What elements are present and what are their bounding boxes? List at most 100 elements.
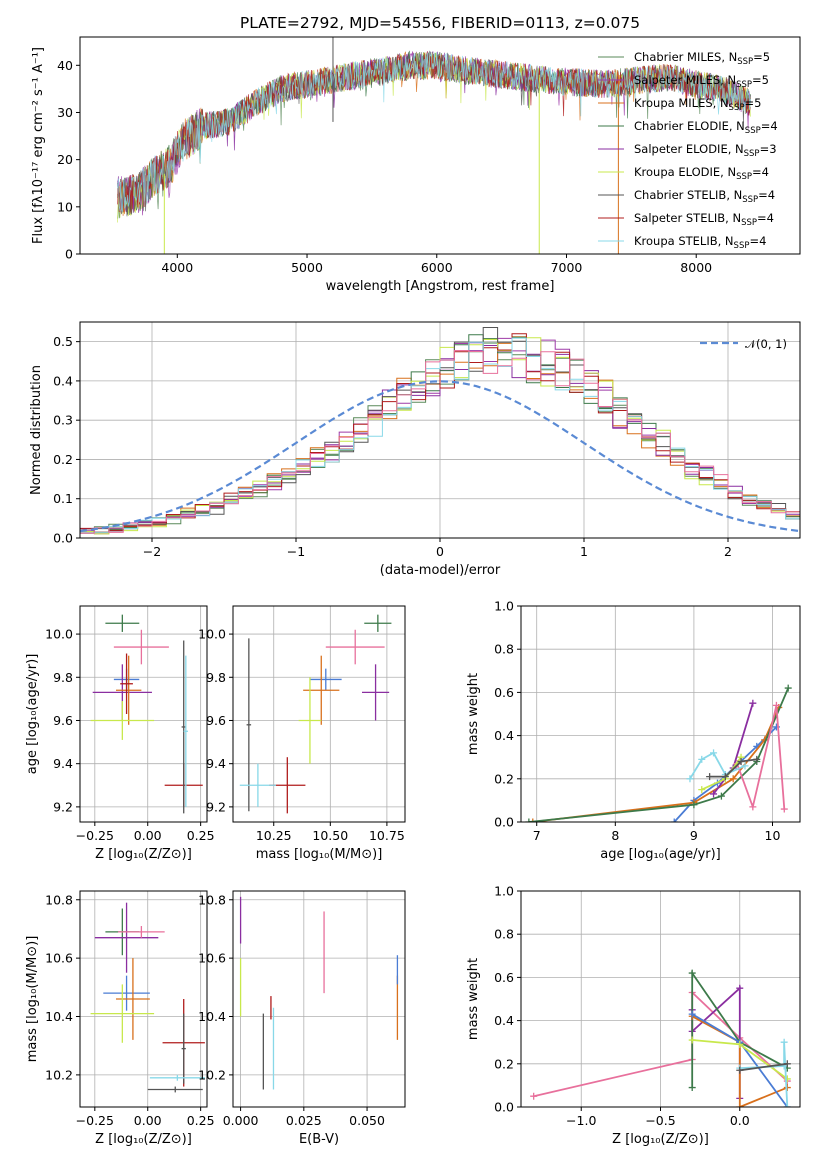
legend-entry-label: Chabrier MILES, N [634,50,737,64]
y-tick-label: 9.8 [53,670,73,685]
y-tick-label: 9.4 [206,756,226,771]
y-axis-label: mass weight [466,958,481,1040]
residual-histogram [80,336,800,538]
x-tick-label: 0.00 [134,1113,162,1128]
mass-vs-metallicity-panel: −0.25 0.00 0.25 10.2 10.4 10.6 10.8 Z [log₁₀(Z/… [25,890,215,1147]
errorbar-point [183,655,188,807]
errorbar-point [362,664,390,721]
x-axis-label: Z [log₁₀(Z/Z⊙)] [95,847,192,862]
age-vs-metallicity-panel: −0.25 0.00 0.25 9.2 9.4 9.6 9.8 10.0 Z [log₁₀(Z/… [25,605,215,862]
legend-entry-sub: SSP [729,103,745,113]
x-tick-label: −1 [287,544,305,559]
x-tick-label: 7000 [551,260,583,275]
x-tick-label: 8 [611,828,619,843]
gaussian-curve [80,380,800,533]
weight-marker [783,1103,791,1107]
x-tick-label: −1.0 [566,1113,596,1128]
weight-marker [688,1084,696,1092]
errorbar-point [103,975,150,1011]
plot-area [525,684,792,822]
y-tick-label: 0.0 [494,1100,514,1115]
weight-marker [721,773,729,781]
legend-entry-label: Chabrier ELODIE, N [634,119,745,133]
plot-area [90,614,203,814]
y-tick-label: 0.6 [494,970,514,985]
weight-marker [698,755,706,763]
y-tick-label: 9.6 [53,713,73,728]
errorbar-point [118,926,165,938]
weight-marker [710,790,718,798]
legend-entry: Chabrier STELIB, NSSP=4 [634,188,775,205]
weight-line [532,707,780,822]
legend-entry-suffix: =4 [757,211,774,225]
x-tick-label: 6000 [421,260,453,275]
y-tick-label: 40 [57,58,73,73]
errorbar-point [147,1086,203,1093]
y-tick-label: 0.8 [494,927,514,942]
errorbar-point [239,763,276,807]
legend-entry: Salpeter MILES, NSSP=5 [634,73,769,90]
y-tick-label: 10.0 [45,627,73,642]
weight-marker [688,1010,696,1018]
errorbar-point [246,638,252,812]
x-tick-label: 9 [690,828,698,843]
y-tick-label: 1.0 [494,599,514,614]
plot-area [530,969,791,1107]
y-axis-label: mass [log₁₀(M/M⊙)] [25,936,40,1063]
y-tick-label: 0.2 [53,452,73,467]
y-tick-label: 0.8 [494,642,514,657]
weight-marker [525,818,533,822]
residual-histogram [80,327,800,538]
weight-marker [710,749,718,757]
residuals-panel: −2 −1 0 1 2 0.0 0.1 0.2 0.3 0.4 0.5 (data-model)/er… [29,321,801,578]
weight-marker [736,1066,744,1074]
y-tick-label: 9.8 [206,670,226,685]
y-tick-label: 0.5 [53,334,73,349]
weight-marker [688,969,696,977]
errorbar-point [115,655,142,725]
weight-marker [736,984,744,992]
weight-vs-age-panel: 7 8 9 10 0.0 0.2 0.4 0.6 0.8 1.0 age [log₁₀(age/yr… [466,599,801,862]
y-tick-label: 10.8 [198,892,226,907]
errorbar-point [298,677,322,764]
x-tick-label: −2 [143,544,161,559]
x-tick-label: 10.75 [369,828,405,843]
axes-frame [232,605,406,823]
x-axis-label: E(B-V) [299,1132,339,1147]
legend-entry-sub: SSP [741,218,757,228]
legend-entry: 𝒩(0, 1) [745,337,787,351]
y-tick-label: 10.2 [45,1067,73,1082]
x-tick-label: 2 [724,544,732,559]
legend-entry-suffix: =3 [760,142,777,156]
weight-marker [780,805,788,813]
y-axis-label: Flux [fλ10⁻¹⁷ erg cm⁻² s⁻¹ A⁻¹] [31,47,46,244]
errorbar-point [115,958,150,1040]
legend-entry-suffix: =5 [744,96,761,110]
weight-marker [686,775,694,783]
spectrum-panel: 4000 5000 6000 7000 8000 0 10 20 30 40 wavelength … [31,36,801,294]
residual-histogram [80,338,800,538]
legend-entry-suffix: =4 [752,165,769,179]
y-tick-label: 9.4 [53,756,73,771]
legend-entry-label: Salpeter MILES, N [634,73,736,87]
figure-title: PLATE=2792, MJD=54556, FIBERID=0113, z=0… [240,14,640,32]
errorbar-point [181,1013,186,1084]
x-tick-label: 5000 [291,260,323,275]
y-tick-label: 10.8 [45,892,73,907]
weight-marker [753,755,761,763]
y-axis-label: Normed distribution [29,365,44,495]
weight-marker [783,1075,791,1083]
x-tick-label: 0.25 [187,1113,215,1128]
errorbar-point [303,655,340,725]
legend-entry-label: Kroupa ELODIE, N [634,165,736,179]
weight-line [709,758,757,778]
weight-marker [688,1036,696,1044]
legend-entry-suffix: =5 [753,50,770,64]
x-tick-label: 0.25 [187,828,215,843]
y-tick-label: 10.4 [45,1009,73,1024]
weight-line [739,1062,788,1072]
y-tick-label: 0.4 [494,728,514,743]
errorbar-point [113,629,169,665]
x-tick-label: −0.5 [645,1113,675,1128]
